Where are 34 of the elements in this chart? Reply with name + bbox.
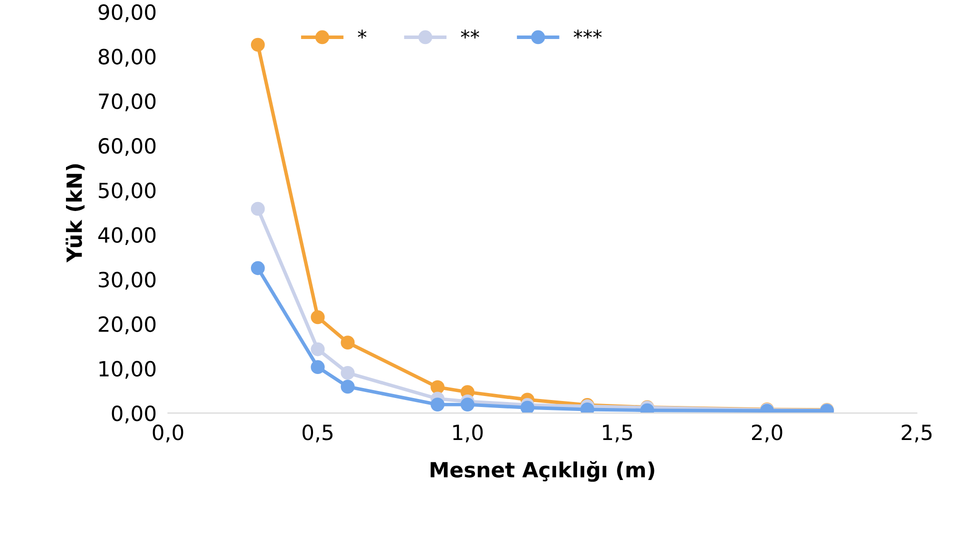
y-axis-title: Yük (kN) bbox=[66, 164, 85, 263]
point bbox=[310, 360, 325, 374]
x-tick-label: 1,5 bbox=[603, 424, 632, 442]
point bbox=[310, 310, 325, 324]
x-tick-label: 0,5 bbox=[302, 424, 333, 442]
x-axis-title: Mesnet Açıklığı (m) bbox=[430, 460, 654, 482]
x-tick-label: 2,5 bbox=[902, 424, 932, 442]
point bbox=[430, 398, 445, 412]
point bbox=[460, 398, 474, 412]
point bbox=[250, 38, 265, 52]
y-tick-label: 10,00 bbox=[100, 360, 156, 379]
point bbox=[250, 261, 265, 276]
y-tick-label: 50,00 bbox=[98, 182, 156, 200]
point bbox=[340, 336, 355, 350]
legend-label: ** bbox=[460, 30, 480, 38]
x-tick-label: 0,0 bbox=[152, 424, 184, 442]
x-tick-label: 1,0 bbox=[453, 424, 483, 442]
y-tick-label: 20,00 bbox=[98, 316, 156, 334]
point bbox=[340, 380, 355, 394]
point bbox=[310, 342, 325, 356]
point bbox=[340, 366, 355, 380]
y-tick-label: 70,00 bbox=[98, 93, 156, 112]
y-tick-label: 90,00 bbox=[98, 4, 156, 22]
legend-label: *** bbox=[574, 30, 602, 38]
legend-label: * bbox=[358, 30, 366, 38]
y-tick-label: 60,00 bbox=[98, 138, 156, 156]
y-tick-label: 40,00 bbox=[98, 227, 156, 246]
point bbox=[430, 380, 445, 394]
y-tick-label: 80,00 bbox=[98, 48, 156, 67]
y-tick-label: 30,00 bbox=[98, 272, 156, 290]
y-tick-label: 0,00 bbox=[112, 405, 156, 424]
point bbox=[250, 202, 265, 216]
x-tick-label: 2,0 bbox=[752, 424, 782, 442]
point bbox=[520, 400, 534, 414]
